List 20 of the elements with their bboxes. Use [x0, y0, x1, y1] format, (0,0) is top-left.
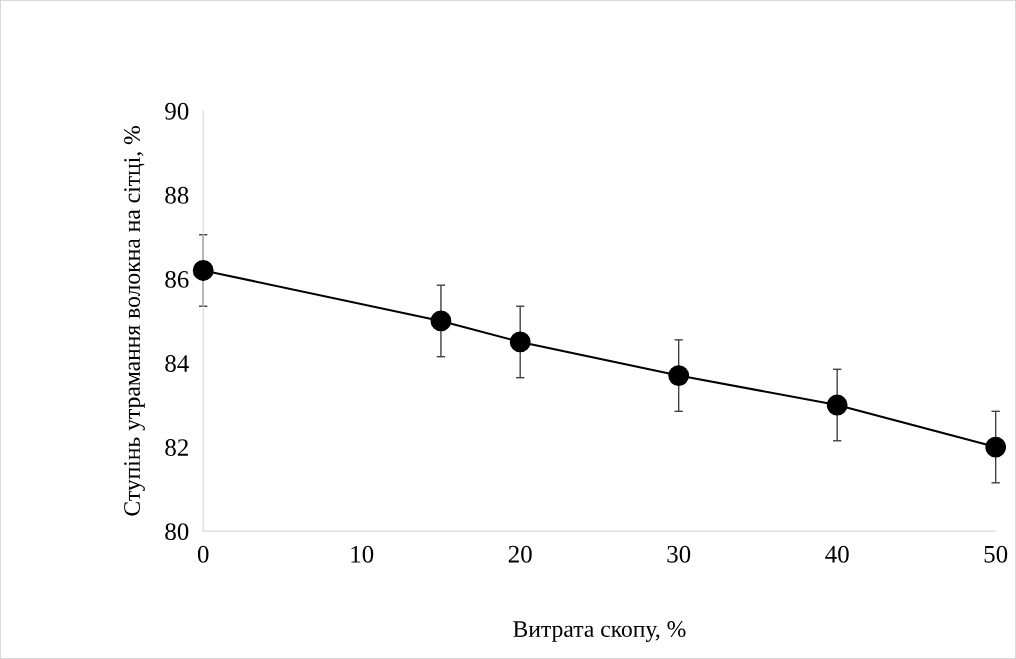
- x-axis-title: Витрата скопу, %: [513, 621, 686, 642]
- x-tick-label: 0: [197, 545, 209, 563]
- point: [509, 331, 531, 353]
- point: [985, 436, 1007, 458]
- y-axis-title: Ступінь утрамання волокна на сітці, %: [124, 126, 145, 516]
- y-tick-label: 90: [165, 102, 189, 120]
- point: [192, 260, 214, 281]
- y-tick-label: 82: [165, 439, 188, 456]
- point: [826, 394, 848, 416]
- point: [668, 365, 690, 387]
- x-tick-label: 20: [508, 545, 532, 563]
- x-tick-label: 40: [825, 545, 849, 563]
- y-tick-label: 86: [165, 270, 189, 288]
- y-tick-label: 88: [165, 186, 189, 204]
- x-tick-label: 10: [351, 545, 374, 563]
- y-tick-label: 80: [165, 523, 189, 541]
- x-tick-label: 30: [667, 545, 691, 563]
- x-tick-label: 50: [984, 545, 1008, 563]
- point: [430, 310, 452, 332]
- y-tick-label: 84: [165, 355, 189, 372]
